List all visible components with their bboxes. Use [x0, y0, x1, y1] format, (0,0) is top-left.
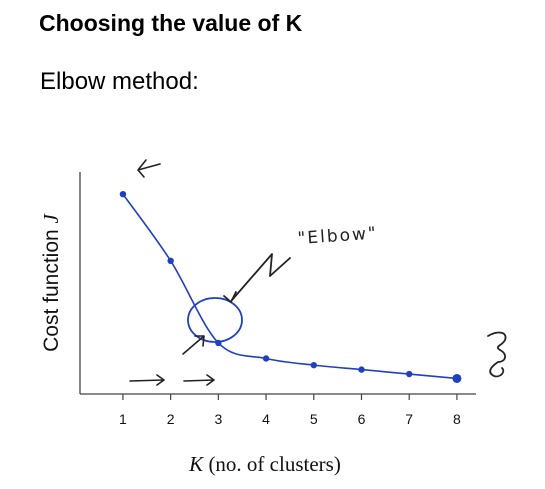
elbow-small-arrow	[182, 335, 205, 355]
x-tick-label: 4	[262, 411, 270, 427]
top-point-arrow	[137, 159, 161, 178]
x-tick-label: 2	[167, 411, 175, 427]
x-direction-arrow-1	[129, 374, 165, 386]
x-tick-label: 6	[358, 411, 366, 427]
data-points	[119, 191, 462, 383]
slide-title: Choosing the value of K	[39, 10, 303, 36]
x-tick-label: 3	[214, 411, 222, 427]
y-axis-label-text: Cost function	[40, 223, 63, 351]
x-tick-label: 7	[405, 411, 413, 427]
slide-subtitle: Elbow method:	[40, 68, 199, 95]
elbow-circle	[187, 297, 243, 343]
data-point	[119, 191, 127, 198]
right-squiggle	[487, 331, 507, 378]
data-point	[262, 355, 270, 362]
data-point	[452, 373, 462, 383]
x-direction-arrow-2	[183, 374, 215, 386]
elbow-arrow	[231, 253, 291, 301]
x-tick-labels: 1 2 3 4 5 6 7 8	[119, 411, 461, 427]
x-axis-label-text: (no. of clusters)	[203, 452, 341, 476]
elbow-annotation: "Elbow"	[297, 223, 378, 249]
y-axis-var: J	[39, 212, 63, 223]
data-point	[167, 257, 174, 264]
x-ticks	[122, 394, 458, 400]
y-axis-label: Cost function J	[39, 212, 63, 351]
data-point	[310, 361, 317, 369]
series-line	[122, 193, 458, 380]
x-axis-label: K (no. of clusters)	[188, 452, 341, 476]
x-axis-var: K	[188, 452, 204, 476]
data-point	[406, 370, 413, 378]
x-tick-label: 5	[310, 411, 318, 427]
elbow-arrow-head	[223, 291, 237, 303]
x-tick-label: 8	[453, 411, 461, 427]
x-tick-label: 1	[119, 411, 127, 427]
data-point	[358, 366, 365, 373]
